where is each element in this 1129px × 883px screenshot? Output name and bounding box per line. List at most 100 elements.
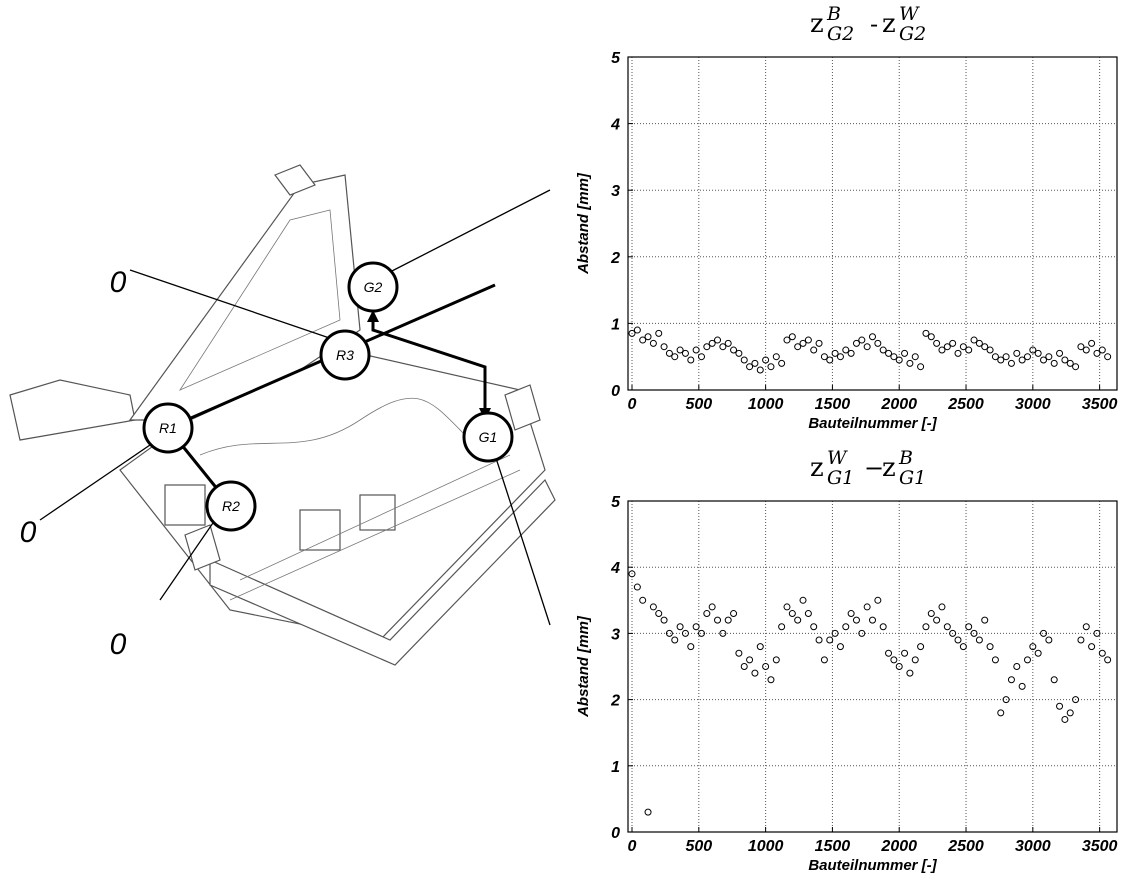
data-point: [1034, 649, 1042, 657]
data-point: [799, 596, 807, 604]
data-point: [1045, 636, 1053, 644]
x-tick-label: 1500: [815, 838, 851, 855]
data-point: [676, 623, 684, 631]
data-point: [917, 363, 925, 371]
y-tick-label: 5: [611, 50, 621, 67]
data-point: [655, 610, 663, 618]
data-point: [970, 629, 978, 637]
data-point: [751, 669, 759, 677]
data-point: [633, 326, 641, 334]
data-point: [959, 343, 967, 351]
data-point: [847, 349, 855, 357]
data-point: [826, 636, 834, 644]
node-label: G2: [364, 279, 383, 295]
data-point: [639, 336, 647, 344]
data-point: [852, 339, 860, 347]
data-point: [804, 610, 812, 618]
data-point: [649, 603, 657, 611]
node-circle: [319, 329, 371, 381]
data-point: [772, 353, 780, 361]
data-point: [719, 629, 727, 637]
title-operator: −: [864, 454, 884, 482]
data-point: [665, 629, 673, 637]
x-axis-label: Bauteilnummer [-]: [808, 415, 937, 432]
data-point: [810, 623, 818, 631]
title-sub: G2: [899, 23, 926, 45]
data-point: [788, 610, 796, 618]
data-point: [820, 656, 828, 664]
data-point: [1018, 682, 1026, 690]
data-point: [1056, 349, 1064, 357]
data-point: [1034, 349, 1042, 357]
data-point: [671, 353, 679, 361]
data-point: [1077, 636, 1085, 644]
data-point: [687, 356, 695, 364]
data-point: [1029, 346, 1037, 354]
data-point: [869, 616, 876, 624]
title-operator: -: [870, 10, 878, 38]
data-point: [751, 359, 759, 367]
data-point: [890, 656, 898, 664]
data-point: [954, 349, 962, 357]
x-tick-label: 3500: [1082, 396, 1118, 413]
data-point: [655, 329, 663, 337]
node-label: R3: [336, 347, 354, 363]
data-point: [692, 623, 700, 631]
data-point: [687, 643, 695, 651]
node-circle: [142, 402, 194, 454]
title-sup: W: [827, 447, 848, 469]
data-point: [762, 356, 770, 364]
data-point: [746, 656, 754, 664]
data-point: [628, 329, 636, 337]
data-point: [852, 616, 860, 624]
data-point: [927, 333, 935, 341]
data-point: [692, 346, 700, 354]
data-point: [1040, 356, 1048, 364]
data-point: [756, 366, 764, 374]
data-point: [933, 616, 941, 624]
data-point: [831, 349, 839, 357]
title-letter: z: [882, 453, 896, 483]
title-sub: G1: [899, 467, 926, 489]
data-point: [906, 359, 914, 367]
data-point: [922, 329, 930, 337]
data-point: [922, 623, 930, 631]
data-point: [975, 636, 983, 644]
data-point: [660, 343, 668, 351]
data-point: [740, 356, 748, 364]
data-point: [842, 623, 850, 631]
data-point: [778, 359, 786, 367]
y-tick-label: 3: [611, 183, 620, 200]
data-point: [740, 663, 748, 670]
data-point: [633, 583, 641, 591]
y-tick-label: 1: [611, 759, 620, 776]
data-point: [708, 603, 716, 611]
data-point: [724, 339, 732, 347]
plot-frame: [627, 56, 1118, 391]
data-point: [1093, 629, 1101, 637]
data-point: [676, 346, 684, 354]
data-point: [730, 610, 738, 618]
title-sub: G2: [827, 23, 854, 45]
x-tick-label: 1500: [815, 396, 851, 413]
data-point: [1098, 649, 1106, 657]
data-point: [901, 649, 909, 657]
title-sup: B: [898, 447, 913, 469]
x-tick-label: 3000: [1015, 396, 1051, 413]
data-point: [901, 349, 909, 357]
data-point: [628, 570, 636, 578]
data-point: [799, 339, 807, 347]
data-point: [927, 610, 935, 618]
data-point: [938, 603, 946, 611]
data-point: [746, 363, 754, 371]
data-point: [831, 629, 839, 637]
data-point: [708, 339, 716, 347]
data-point: [804, 336, 812, 344]
x-tick-label: 2000: [880, 838, 917, 855]
data-point: [1002, 696, 1010, 704]
data-point: [1040, 629, 1048, 637]
data-point: [890, 353, 898, 361]
data-point: [681, 349, 689, 357]
data-point: [1082, 623, 1090, 631]
data-point: [863, 603, 871, 611]
